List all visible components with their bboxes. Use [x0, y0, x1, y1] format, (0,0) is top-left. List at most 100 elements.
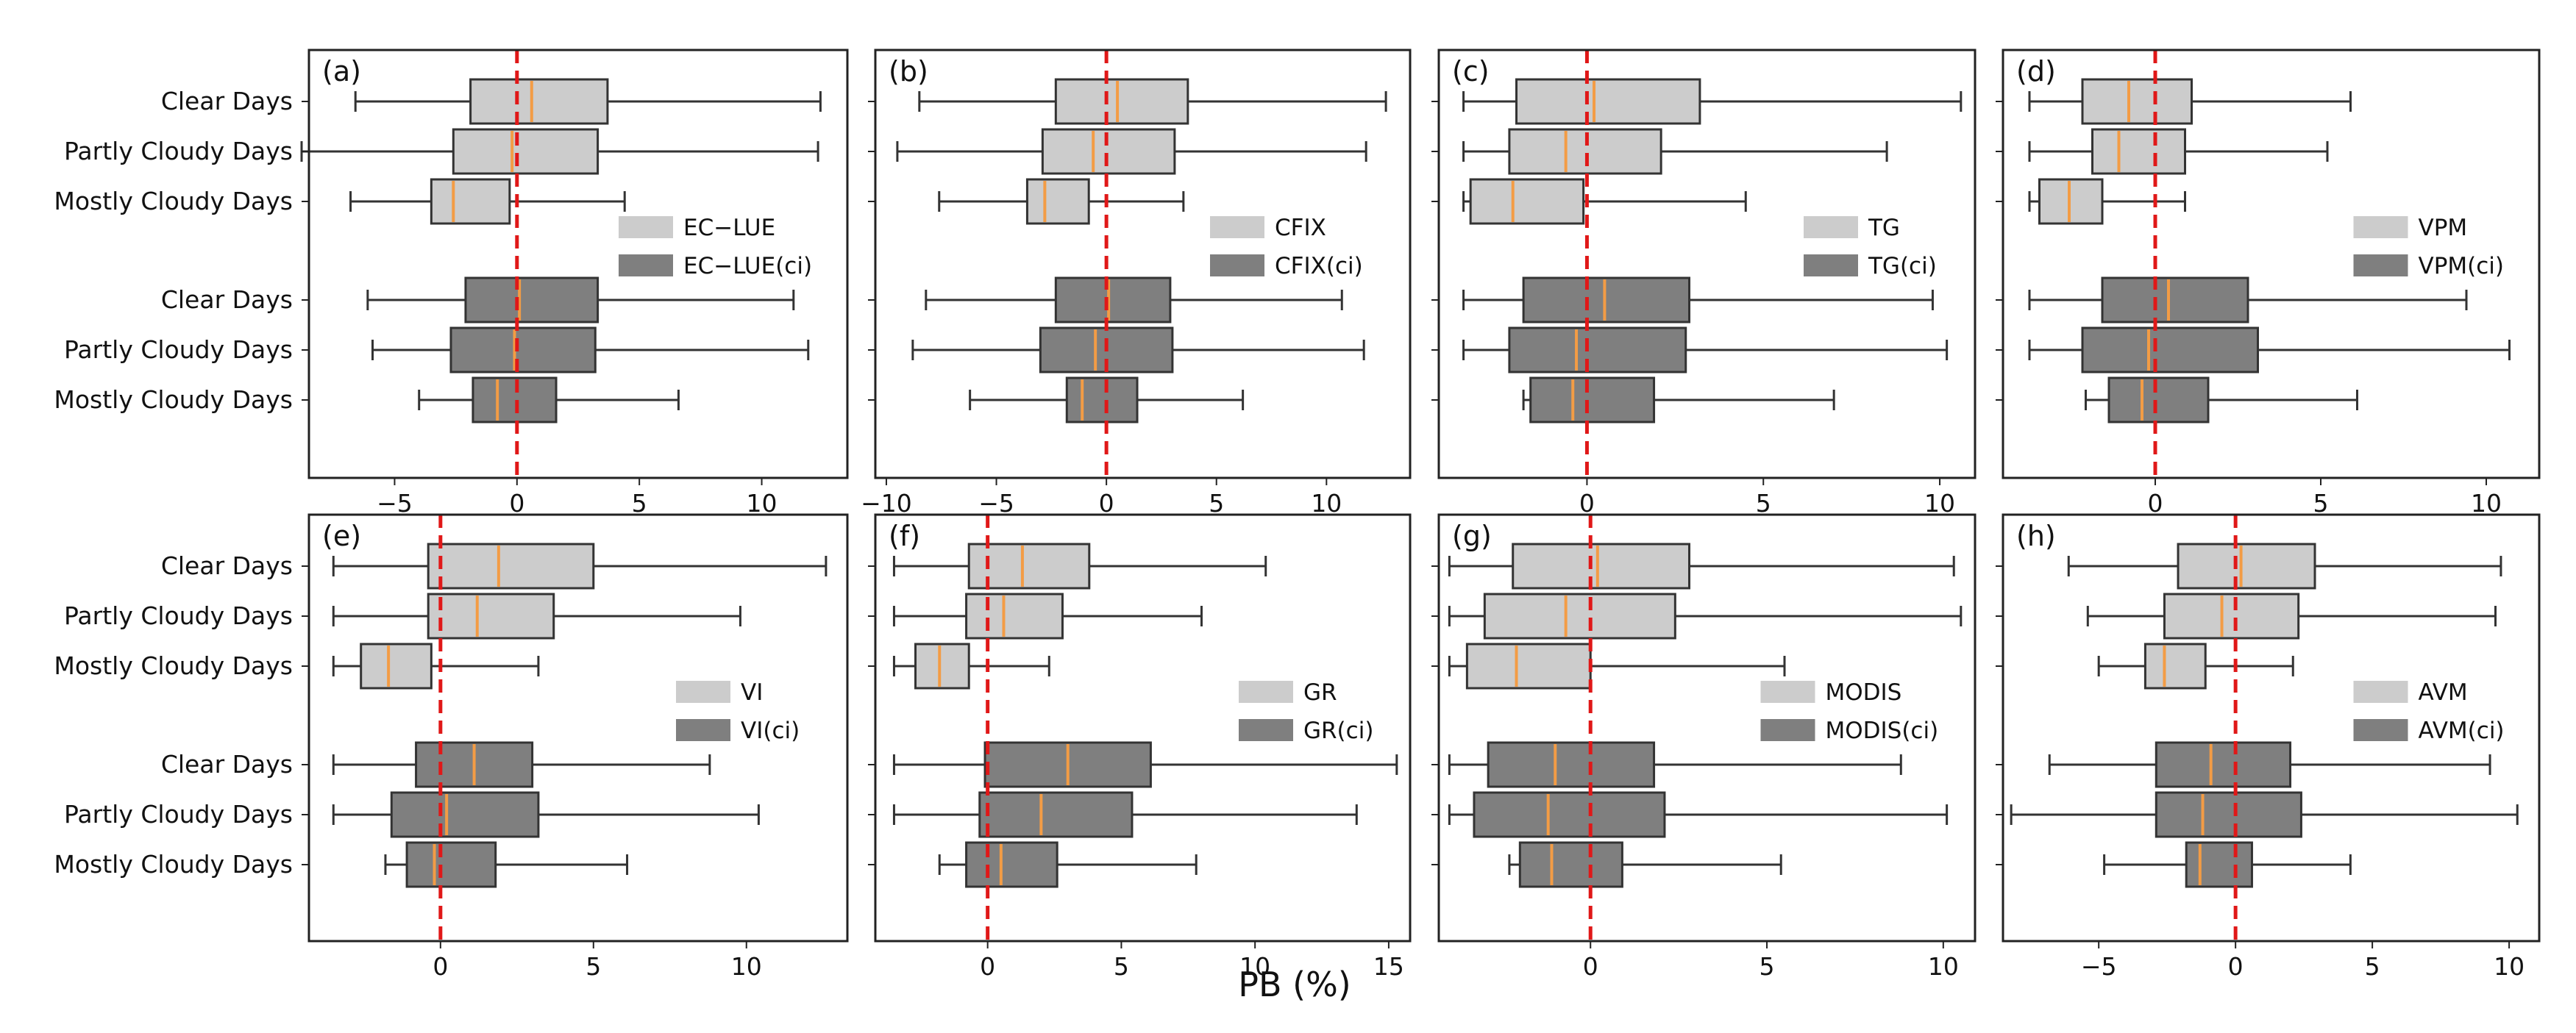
- legend-label: GR(ci): [1303, 718, 1373, 744]
- iqr-box: [390, 791, 540, 838]
- axes-frame: [307, 49, 849, 479]
- iqr-box: [405, 841, 497, 888]
- iqr-box: [472, 376, 558, 423]
- iqr-box: [2155, 791, 2302, 838]
- x-tick-label: 10: [747, 489, 778, 518]
- x-tick-label: 10: [1928, 952, 1959, 981]
- x-tick-label: 5: [1209, 489, 1224, 518]
- x-tick-label: 15: [1373, 952, 1404, 981]
- iqr-box: [1065, 376, 1139, 423]
- axes-frame: [2002, 49, 2541, 479]
- panel-d: 0 5 10 (d) VPM VPM(ci): [1996, 49, 2541, 518]
- box-dark: [892, 741, 1398, 788]
- iqr-box: [1508, 326, 1687, 373]
- panel-c: 0 5 10 (c) TG TG(ci): [1431, 49, 1977, 518]
- legend-swatch-dark: [1239, 719, 1293, 741]
- box-dark: [925, 276, 1343, 324]
- legend-label: TG(ci): [1868, 253, 1937, 279]
- box-dark: [2028, 276, 2468, 324]
- box-dark: [1462, 326, 1949, 373]
- x-axis-title: PB (%): [1238, 965, 1351, 1004]
- box-light: [938, 178, 1185, 225]
- legend-swatch-dark: [2353, 254, 2408, 276]
- legend-label: EC−LUE(ci): [683, 253, 812, 279]
- box-light: [2028, 178, 2186, 225]
- iqr-box: [1469, 178, 1585, 225]
- x-tick-label: 10: [2471, 489, 2502, 518]
- x-tick-label: 10: [1924, 489, 1955, 518]
- panel-label: (c): [1452, 55, 1490, 87]
- x-tick-label: 10: [2494, 952, 2525, 981]
- y-category-label: Partly Cloudy Days: [64, 335, 293, 364]
- x-tick-label: 10: [1311, 489, 1342, 518]
- box-dark: [366, 276, 795, 324]
- iqr-box: [2155, 741, 2292, 788]
- iqr-box: [427, 543, 595, 590]
- box-light: [896, 128, 1367, 175]
- panel-label: (d): [2016, 55, 2056, 87]
- legend-label: VPM: [2419, 215, 2468, 241]
- box-dark: [1448, 791, 1949, 838]
- box-dark: [332, 741, 711, 788]
- panel-label: (e): [322, 520, 361, 552]
- iqr-box: [1041, 128, 1176, 175]
- box-light: [1462, 178, 1747, 225]
- y-category-label: Clear Days: [161, 750, 293, 779]
- box-light: [332, 643, 540, 690]
- x-tick-label: 0: [2228, 952, 2244, 981]
- panel-g: 0 5 10 (g) MODIS MODIS(ci): [1431, 513, 1977, 981]
- box-light: [2097, 643, 2294, 690]
- panel-label: (h): [2016, 520, 2056, 552]
- box-light: [2067, 543, 2502, 590]
- legend-label: CFIX: [1275, 215, 1326, 241]
- box-light: [1462, 128, 1888, 175]
- axes-frame: [1437, 513, 1977, 943]
- box-light: [892, 593, 1203, 640]
- y-category-label: Mostly Cloudy Days: [54, 850, 293, 879]
- iqr-box: [1483, 593, 1676, 640]
- box-dark: [892, 791, 1358, 838]
- box-light: [2028, 78, 2352, 125]
- x-tick-label: 5: [1756, 489, 1771, 518]
- iqr-box: [1529, 376, 1656, 423]
- box-light: [300, 128, 819, 175]
- iqr-box: [2038, 178, 2104, 225]
- iqr-box: [2185, 841, 2253, 888]
- iqr-box: [1512, 543, 1691, 590]
- box-light: [918, 78, 1387, 125]
- y-category-label: Mostly Cloudy Days: [54, 651, 293, 680]
- box-dark: [418, 376, 680, 423]
- legend-swatch-dark: [1804, 254, 1858, 276]
- x-tick-label: 0: [2148, 489, 2163, 518]
- iqr-box: [427, 593, 555, 640]
- y-category-label: Partly Cloudy Days: [64, 601, 293, 630]
- box-dark: [911, 326, 1365, 373]
- iqr-box: [452, 128, 599, 175]
- iqr-box: [2163, 593, 2300, 640]
- y-category-label: Clear Days: [161, 551, 293, 580]
- legend-swatch-light: [2353, 681, 2408, 703]
- box-dark: [2103, 841, 2352, 888]
- box-light: [1448, 643, 1786, 690]
- x-tick-label: 5: [632, 489, 647, 518]
- axes-frame: [874, 513, 1412, 943]
- box-dark: [2028, 326, 2511, 373]
- box-dark: [371, 326, 810, 373]
- x-tick-label: 5: [1114, 952, 1129, 981]
- legend-swatch-light: [1239, 681, 1293, 703]
- y-axis-labels: Clear Days Partly Cloudy Days Mostly Cloud…: [54, 87, 293, 879]
- iqr-box: [2081, 326, 2259, 373]
- panel-label: (b): [889, 55, 928, 87]
- legend-swatch-dark: [1210, 254, 1264, 276]
- panel-a: −5 0 5 10 (a) EC−LUE EC−LUE(ci): [300, 49, 849, 518]
- x-tick-label: 0: [509, 489, 524, 518]
- iqr-box: [464, 276, 599, 324]
- x-tick-label: −5: [377, 489, 413, 518]
- legend-label: GR: [1303, 679, 1337, 706]
- panel-b: −10 −5 0 5 10 (b) CFIX CFIX(ci): [861, 49, 1412, 518]
- panel-h: −5 0 5 10 (h) AVM AVM(ci): [1996, 513, 2541, 981]
- y-category-label: Mostly Cloudy Days: [54, 187, 293, 215]
- box-light: [2028, 128, 2329, 175]
- iqr-box: [469, 78, 609, 125]
- panel-label: (g): [1452, 520, 1492, 552]
